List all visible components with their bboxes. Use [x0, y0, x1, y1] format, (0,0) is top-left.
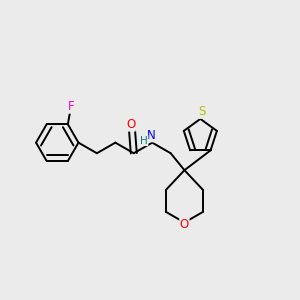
Text: H: H — [140, 136, 148, 146]
Text: S: S — [198, 105, 205, 118]
Text: F: F — [68, 100, 74, 113]
Text: O: O — [126, 118, 135, 131]
Text: O: O — [180, 218, 189, 231]
Text: N: N — [146, 129, 155, 142]
